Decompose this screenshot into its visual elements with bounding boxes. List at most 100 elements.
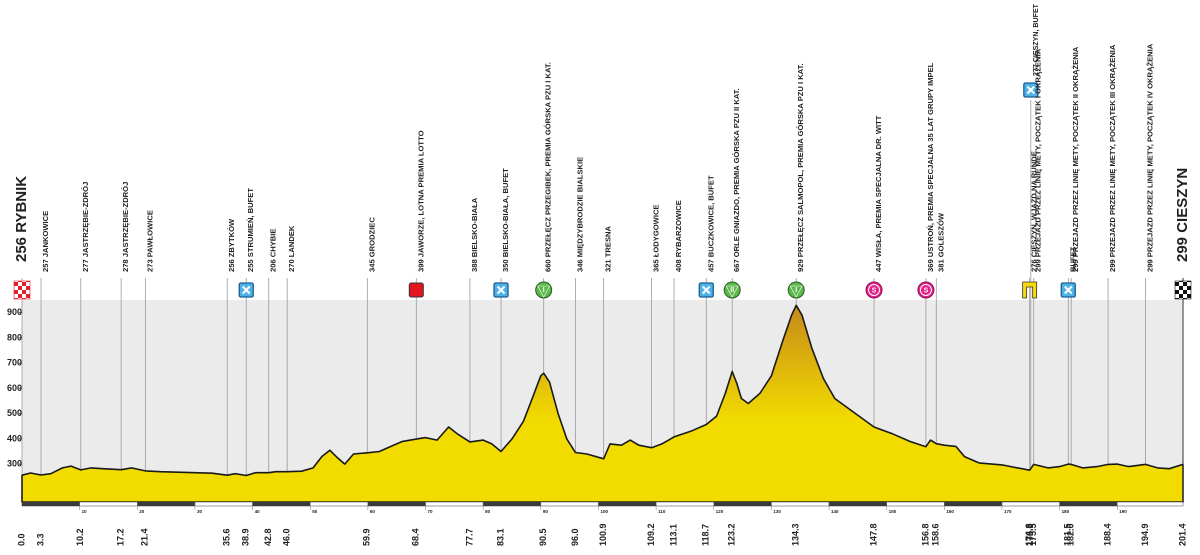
waypoint-icon: [1060, 282, 1076, 298]
waypoint-label: 660 PRZEŁĘCZ PRZEGIBEK, PREMIA GÓRSKA PZ…: [544, 62, 553, 272]
distance-bar-segment: [886, 501, 945, 507]
km-label: 194.9: [1140, 523, 1150, 546]
waypoint-icon: [1022, 281, 1038, 299]
distance-bar-segment: [598, 501, 657, 507]
km-label: 175.5: [1028, 523, 1038, 546]
distance-bar-segment: [252, 501, 311, 507]
km-label: 156.8: [920, 523, 930, 546]
feed-icon-cross: [496, 285, 506, 295]
y-tick-label: 300: [7, 459, 22, 469]
feed-icon-cross: [1026, 85, 1036, 95]
km-label: 3.3: [35, 533, 45, 546]
distance-bar-segment: [482, 501, 542, 507]
y-tick-label: 400: [7, 433, 22, 443]
x-tick-label: 60: [370, 509, 376, 514]
x-tick-label: 30: [197, 509, 203, 514]
km-label: 68.4: [411, 528, 421, 546]
distance-bar-segment: [1117, 501, 1184, 507]
special-icon-text: S: [924, 287, 929, 294]
km-label: 182.0: [1066, 523, 1076, 546]
y-tick-label: 600: [7, 383, 22, 393]
distance-bar-segment: [425, 501, 484, 507]
km-label: 100.9: [598, 523, 608, 546]
waypoint-icon: [408, 282, 424, 298]
waypoint-label: 273 PAWŁOWICE: [145, 210, 154, 272]
waypoint-label: 206 CHYBIE: [269, 229, 278, 272]
km-label: 10.2: [75, 528, 85, 546]
km-label: 134.3: [791, 523, 801, 546]
waypoint-label: 299 PRZEJAZD PRZEZ LINIĘ METY, POCZĄTEK …: [1146, 43, 1155, 272]
waypoint-label: 257 JANKOWICE: [41, 211, 50, 272]
x-tick-label: 100: [600, 509, 608, 514]
waypoint-label: 255 STRUMIEŃ, BUFET: [246, 188, 255, 272]
x-tick-label: 50: [312, 509, 318, 514]
km-label: 42.8: [263, 528, 273, 546]
kom-icon-triangle: [537, 285, 551, 298]
kom-icon-text: I: [795, 287, 797, 294]
kom-icon-triangle: [725, 285, 739, 298]
waypoint-icon: [493, 282, 509, 298]
y-tick-label: 700: [7, 358, 22, 368]
km-label: 35.6: [222, 528, 232, 546]
distance-bar-segment: [1001, 501, 1060, 507]
km-label: 158.6: [931, 523, 941, 546]
waypoint-label: 345 GRODZIEC: [367, 217, 376, 272]
distance-bar-segment: [1059, 501, 1118, 507]
waypoint-label: 447 WISŁA, PREMIA SPECJALNA DR. WITT: [874, 115, 883, 272]
feed-icon-cross: [702, 285, 711, 295]
km-label: 17.2: [116, 528, 126, 546]
km-label: 181.5: [1063, 523, 1073, 546]
km-label: 0.0: [16, 533, 26, 546]
distance-bar-segment: [713, 501, 772, 507]
waypoint-label: 299 PRZEJAZD PRZEZ LINIĘ METY, POCZĄTEK …: [1071, 46, 1080, 272]
waypoint-label: 321 TRESNA: [604, 225, 613, 272]
x-tick-label: 190: [1119, 509, 1127, 514]
x-tick-label: 180: [1062, 509, 1070, 514]
lap-icon: [1022, 281, 1038, 299]
waypoint-label: 350 BIELSKO-BIAŁA, BUFET: [501, 168, 510, 272]
km-label: 118.7: [701, 524, 711, 546]
feed-icon-cross: [1064, 285, 1073, 295]
waypoint-icon: [238, 282, 254, 298]
waypoint-label: 256 ZBYTKÓW: [227, 218, 236, 272]
x-tick-label: 140: [831, 509, 839, 514]
km-label: 188.4: [1102, 523, 1112, 546]
km-label: 174.8: [1024, 523, 1034, 546]
waypoint-label: 299 PRZEJAZD PRZEZ LINIĘ METY, POCZĄTEK …: [1108, 44, 1117, 272]
distance-bar-segment: [771, 501, 830, 507]
waypoint-label: 346 MIĘDZYBRODZIE BIALSKIE: [575, 157, 584, 272]
x-tick-label: 150: [889, 509, 897, 514]
waypoint-label: 369 USTROŃ, PREMIA SPECJALNA 35 LAT GRUP…: [926, 62, 935, 272]
waypoint-icon: I: [787, 281, 805, 299]
special-icon-ring: [919, 284, 932, 296]
km-label: 201.4: [1177, 523, 1187, 546]
waypoint-label: 399 JAWORZE, LOTNA PREMIA LOTTO: [416, 130, 425, 272]
km-label: 59.9: [362, 528, 372, 546]
sprint-icon: [408, 282, 424, 298]
km-label: 46.0: [282, 528, 292, 546]
waypoint-icon: [698, 282, 714, 298]
place-name: 256 RYBNIK: [13, 176, 30, 262]
x-tick-label: 10: [82, 509, 88, 514]
distance-bar-segment: [944, 501, 1003, 507]
distance-bar-segment: [137, 501, 196, 507]
distance-bar-segment: [828, 501, 887, 507]
x-tick-label: 120: [716, 509, 724, 514]
waypoint-label: 388 BIELSKO-BIAŁA: [470, 197, 479, 272]
km-label: 77.7: [464, 528, 474, 546]
km-label: 21.4: [140, 528, 150, 546]
x-tick-label: 130: [773, 509, 781, 514]
waypoint-label: 270 LANDEK: [287, 225, 296, 272]
x-tick-label: 80: [485, 509, 491, 514]
km-label: 83.1: [495, 528, 505, 546]
flag-icon: [13, 280, 31, 300]
distance-bar-segment: [79, 501, 138, 507]
waypoint-label: 408 RYBARZOWICE: [674, 200, 683, 272]
waypoint-icon: II: [723, 281, 741, 299]
waypoint-label: 276 CIESZYN, WJAZD NA RUNDĘ: [1030, 151, 1039, 272]
special-icon-text: S: [872, 287, 877, 294]
x-tick-label: 40: [255, 509, 261, 514]
x-tick-label: 70: [428, 509, 434, 514]
distance-bar-segment: [540, 501, 599, 507]
x-tick-label: 160: [946, 509, 954, 514]
